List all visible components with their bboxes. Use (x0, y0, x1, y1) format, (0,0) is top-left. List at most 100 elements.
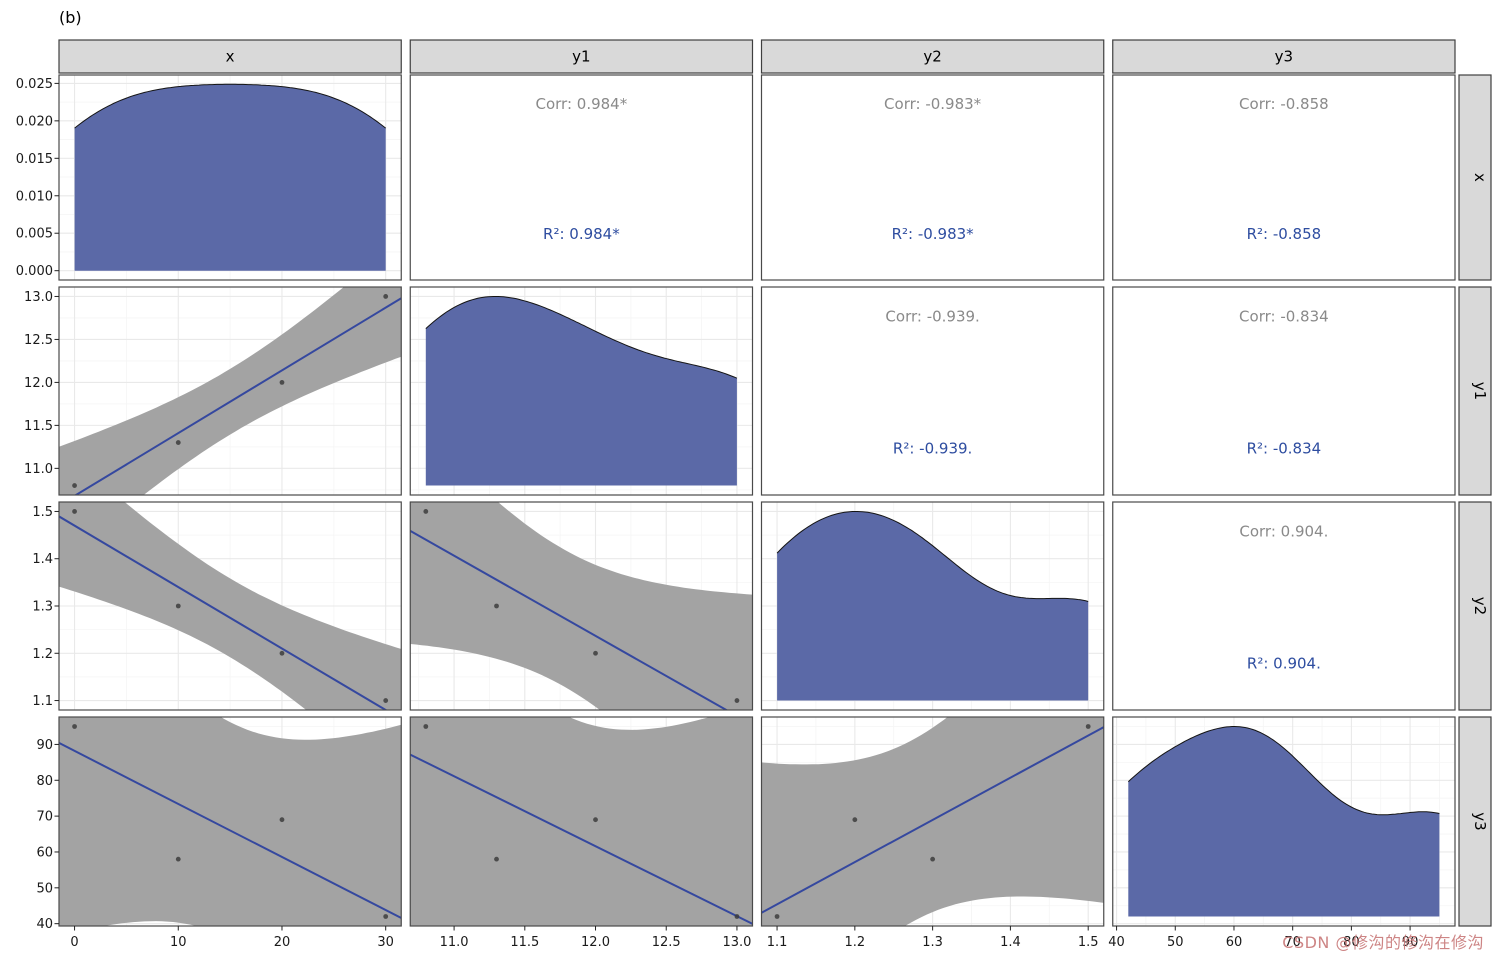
bottom-axis: 0 10 20 30 11.0 11.5 12.0 12.5 13.0 1.1 1.2 1.3 1.4 1… (70, 926, 1418, 950)
panel-border (409, 286, 754, 496)
row-strip-y2: y2 (1458, 501, 1492, 711)
axis-tick-label: 80 (1343, 935, 1360, 950)
axis-tick-label: 11.0 (24, 462, 53, 477)
axis-tick-label: 12.5 (652, 935, 681, 950)
panel-x-y2: Corr: -0.983* R²: -0.983* (760, 74, 1105, 281)
axis-tick-label: 11.5 (24, 419, 53, 434)
data-point (423, 509, 429, 514)
axis-tick-label: 1.4 (1000, 935, 1021, 950)
data-point (72, 724, 77, 729)
axis-tick-label: 70 (1284, 935, 1301, 950)
panel-border (409, 716, 754, 927)
axis-tick-label: 0 (70, 935, 78, 950)
strip-label: x (226, 48, 235, 66)
panel-border (1112, 716, 1456, 927)
corr-label: Corr: 0.904. (1239, 522, 1328, 540)
confidence-band (410, 502, 753, 710)
data-point (175, 603, 181, 609)
axis-tick-label: 0.010 (16, 189, 53, 204)
column-strip-x: x (58, 39, 402, 74)
panel-y3-y2 (760, 716, 1105, 927)
axis-tick-label: 90 (1402, 935, 1419, 950)
strip-label: y1 (572, 48, 590, 66)
axis-tick-label: 70 (36, 810, 53, 825)
density-area (425, 296, 737, 486)
panel-bg (761, 75, 1104, 280)
panel-bg (1112, 502, 1455, 710)
panel-y3-x (58, 716, 402, 927)
panel-bg (1112, 75, 1455, 280)
panel-bg (761, 287, 1104, 495)
density-area (1128, 726, 1440, 917)
axis-tick-label: 1.5 (1078, 935, 1099, 950)
panel-border (1112, 74, 1456, 281)
axis-tick-label: 0.025 (16, 77, 53, 92)
density-area (74, 84, 386, 271)
panel-y2-x (58, 501, 402, 711)
confidence-band (761, 717, 1104, 926)
data-point (279, 650, 285, 656)
axis-tick-label: 1.1 (32, 694, 53, 709)
figure-label: (b) (59, 8, 82, 27)
strip-box (1458, 286, 1492, 496)
axis-tick-label: 12.5 (24, 333, 53, 348)
panel-bg (410, 75, 753, 280)
regression-line (410, 753, 753, 925)
panel-border (760, 501, 1105, 711)
panel-y2-y1 (409, 501, 754, 711)
data-point (175, 856, 181, 862)
strip-box (1458, 501, 1492, 711)
axis-tick-label: 1.4 (32, 552, 53, 567)
data-point (72, 509, 77, 514)
confidence-band (410, 717, 753, 926)
panel-y1-y2: Corr: -0.939. R²: -0.939. (760, 286, 1105, 496)
column-strip-y1: y1 (409, 39, 754, 74)
axis-tick-label: 1.3 (922, 935, 943, 950)
axis-tick-label: 12.0 (581, 935, 610, 950)
panel-border (1112, 286, 1456, 496)
axis-tick-label: 0.020 (16, 114, 53, 129)
data-point (423, 724, 429, 729)
panel-border (58, 716, 402, 927)
panel-y3-y1 (409, 716, 754, 927)
data-point (593, 817, 598, 823)
strip-box (1458, 74, 1492, 281)
confidence-band (59, 287, 402, 495)
r-squared-label: R²: -0.858 (1247, 225, 1322, 243)
strip-box (1112, 39, 1456, 74)
data-point (279, 380, 285, 385)
panel-border (760, 74, 1105, 281)
data-point (774, 914, 780, 919)
confidence-band (59, 502, 402, 710)
axis-tick-label: 1.3 (32, 600, 53, 615)
panel-y1-y1 (409, 286, 754, 496)
data-point (72, 483, 77, 488)
data-point (1085, 724, 1091, 729)
data-point (494, 603, 499, 609)
data-point (175, 440, 181, 445)
corr-label: Corr: -0.858 (1239, 95, 1329, 113)
axis-tick-label: 0.015 (16, 152, 53, 167)
data-point (593, 650, 598, 656)
axis-tick-label: 40 (36, 917, 53, 932)
regression-line (761, 726, 1104, 914)
corr-label: Corr: -0.834 (1239, 307, 1329, 325)
column-strip-y2: y2 (760, 39, 1105, 74)
data-point (930, 856, 936, 862)
axis-tick-label: 30 (377, 935, 394, 950)
panel-border (58, 286, 402, 496)
data-point (279, 817, 285, 823)
axis-tick-label: 40 (1108, 935, 1125, 950)
panel-x-x (58, 74, 402, 281)
axis-tick-label: 50 (1167, 935, 1184, 950)
axis-tick-label: 11.0 (440, 935, 469, 950)
axis-tick-label: 0.000 (16, 264, 53, 279)
panel-y1-x (58, 286, 402, 496)
regression-line (410, 529, 729, 710)
density-curve (74, 83, 387, 129)
axis-tick-label: 13.0 (24, 290, 53, 305)
strip-label: y3 (1471, 812, 1489, 830)
axis-tick-label: 50 (36, 881, 53, 896)
data-point (734, 698, 740, 703)
